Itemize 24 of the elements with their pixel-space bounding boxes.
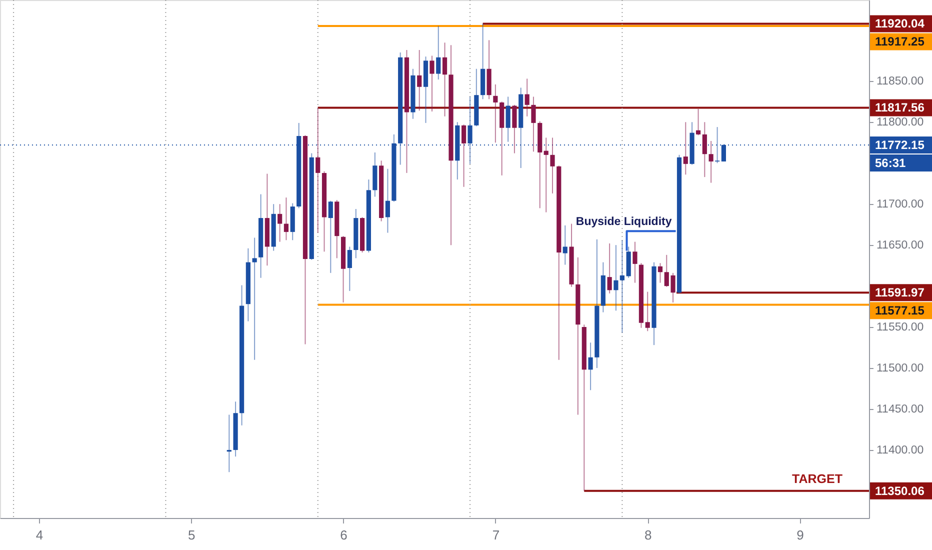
x-tick-label: 7: [492, 528, 500, 542]
y-tick-label: 11800.00: [876, 116, 924, 129]
x-tick-label: 9: [796, 528, 804, 542]
x-tick-label: 6: [340, 528, 348, 542]
x-tick-label: 4: [36, 528, 44, 542]
y-tick-label: 11450.00: [876, 403, 924, 416]
data-label: 11920.04: [875, 16, 925, 31]
data-label: 11917.25: [875, 34, 925, 49]
y-tick-label: 11400.00: [876, 444, 924, 456]
data-label: 11350.06: [875, 484, 925, 498]
annotation: TARGET: [792, 472, 843, 486]
y-tick-label: 11850.00: [876, 76, 924, 88]
ref-line-label: 11772.15: [875, 138, 925, 152]
y-tick-label: 11500.00: [876, 362, 924, 375]
x-tick-label: 8: [644, 528, 652, 542]
annotation: 56:31: [875, 156, 906, 170]
y-tick-label: 11700.00: [876, 198, 924, 211]
annotation: Buyside Liquidity: [576, 216, 672, 228]
data-label: 11577.15: [875, 304, 925, 318]
data-label: 11591.97: [875, 286, 925, 300]
y-tick-label: 11650.00: [876, 240, 924, 252]
data-label: 11817.56: [875, 100, 925, 115]
x-tick-label: 5: [188, 528, 196, 542]
y-tick-label: 11550.00: [876, 322, 924, 334]
